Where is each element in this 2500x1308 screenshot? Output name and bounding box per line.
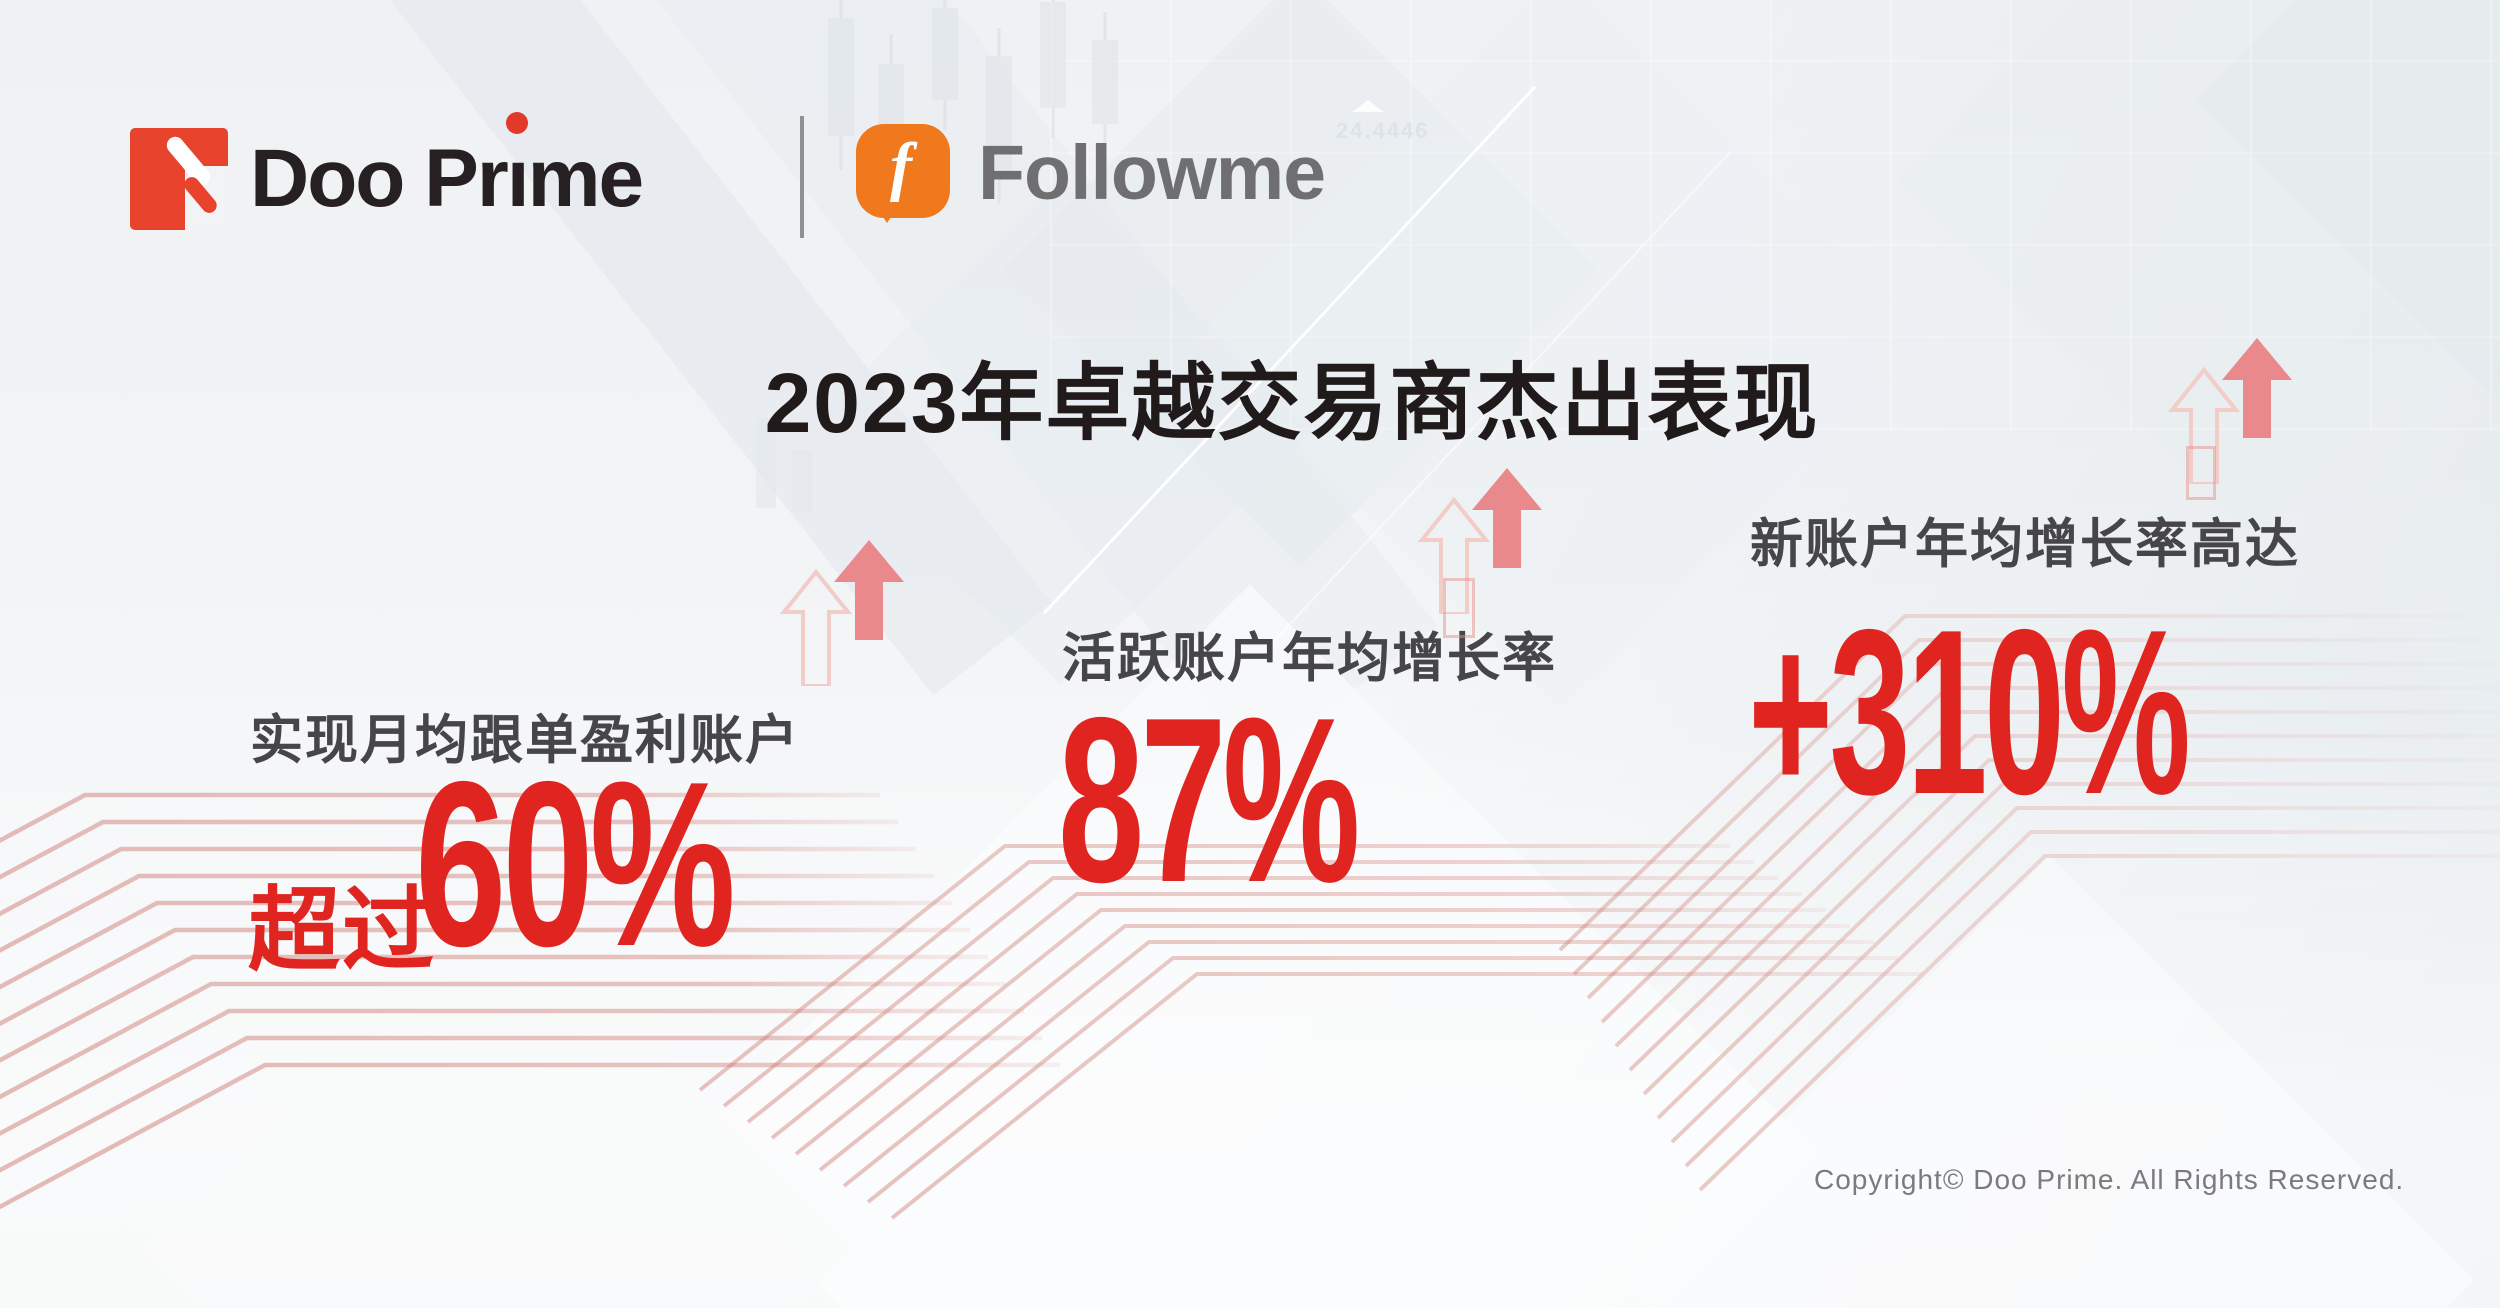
stat2-label: 活跃账户年均增长率 [1062, 629, 1557, 688]
ticker-up-triangle-icon [1352, 100, 1384, 112]
logo-divider [800, 116, 804, 238]
stat2-number: 87% [1058, 668, 1361, 931]
stat3-value: +310% [1748, 580, 2456, 843]
doo-prime-logo-icon [130, 128, 228, 230]
stat1-value: 60% [415, 732, 867, 995]
growth-arrows-icon [2167, 338, 2292, 484]
stat1-label: 实现月均跟单盈利账户 [250, 711, 800, 770]
doo-prime-text-1: Doo Pr [250, 133, 509, 224]
growth-arrows-icon [1417, 468, 1542, 614]
followme-logo-icon: f [856, 124, 950, 223]
candle-outline-decor [2186, 446, 2216, 500]
doo-prime-text-2: me [527, 133, 645, 224]
ticker-value: 24.4446 [1336, 118, 1430, 143]
growth-arrows-icon [779, 540, 904, 686]
stat1-prefix: 超过 [248, 880, 437, 982]
copyright-text: Copyright© Doo Prime. All Rights Reserve… [1814, 1164, 2405, 1195]
doo-prime-text-i: ı [506, 112, 530, 234]
stat1-number: 60% [415, 732, 736, 995]
followme-wordmark: Followme [978, 130, 1326, 216]
stat3-number: +310% [1748, 580, 2191, 843]
candle-outline-decor [1443, 578, 1475, 638]
stat2-value: 87% [1058, 668, 1510, 931]
followme-f-glyph: f [890, 130, 912, 203]
page-title: 2023年卓越交易商杰出表现 [764, 356, 1820, 450]
doo-prime-wordmark: Doo Prıme [250, 112, 645, 234]
stat3-label: 新账户年均增长率高达 [1750, 515, 2300, 574]
